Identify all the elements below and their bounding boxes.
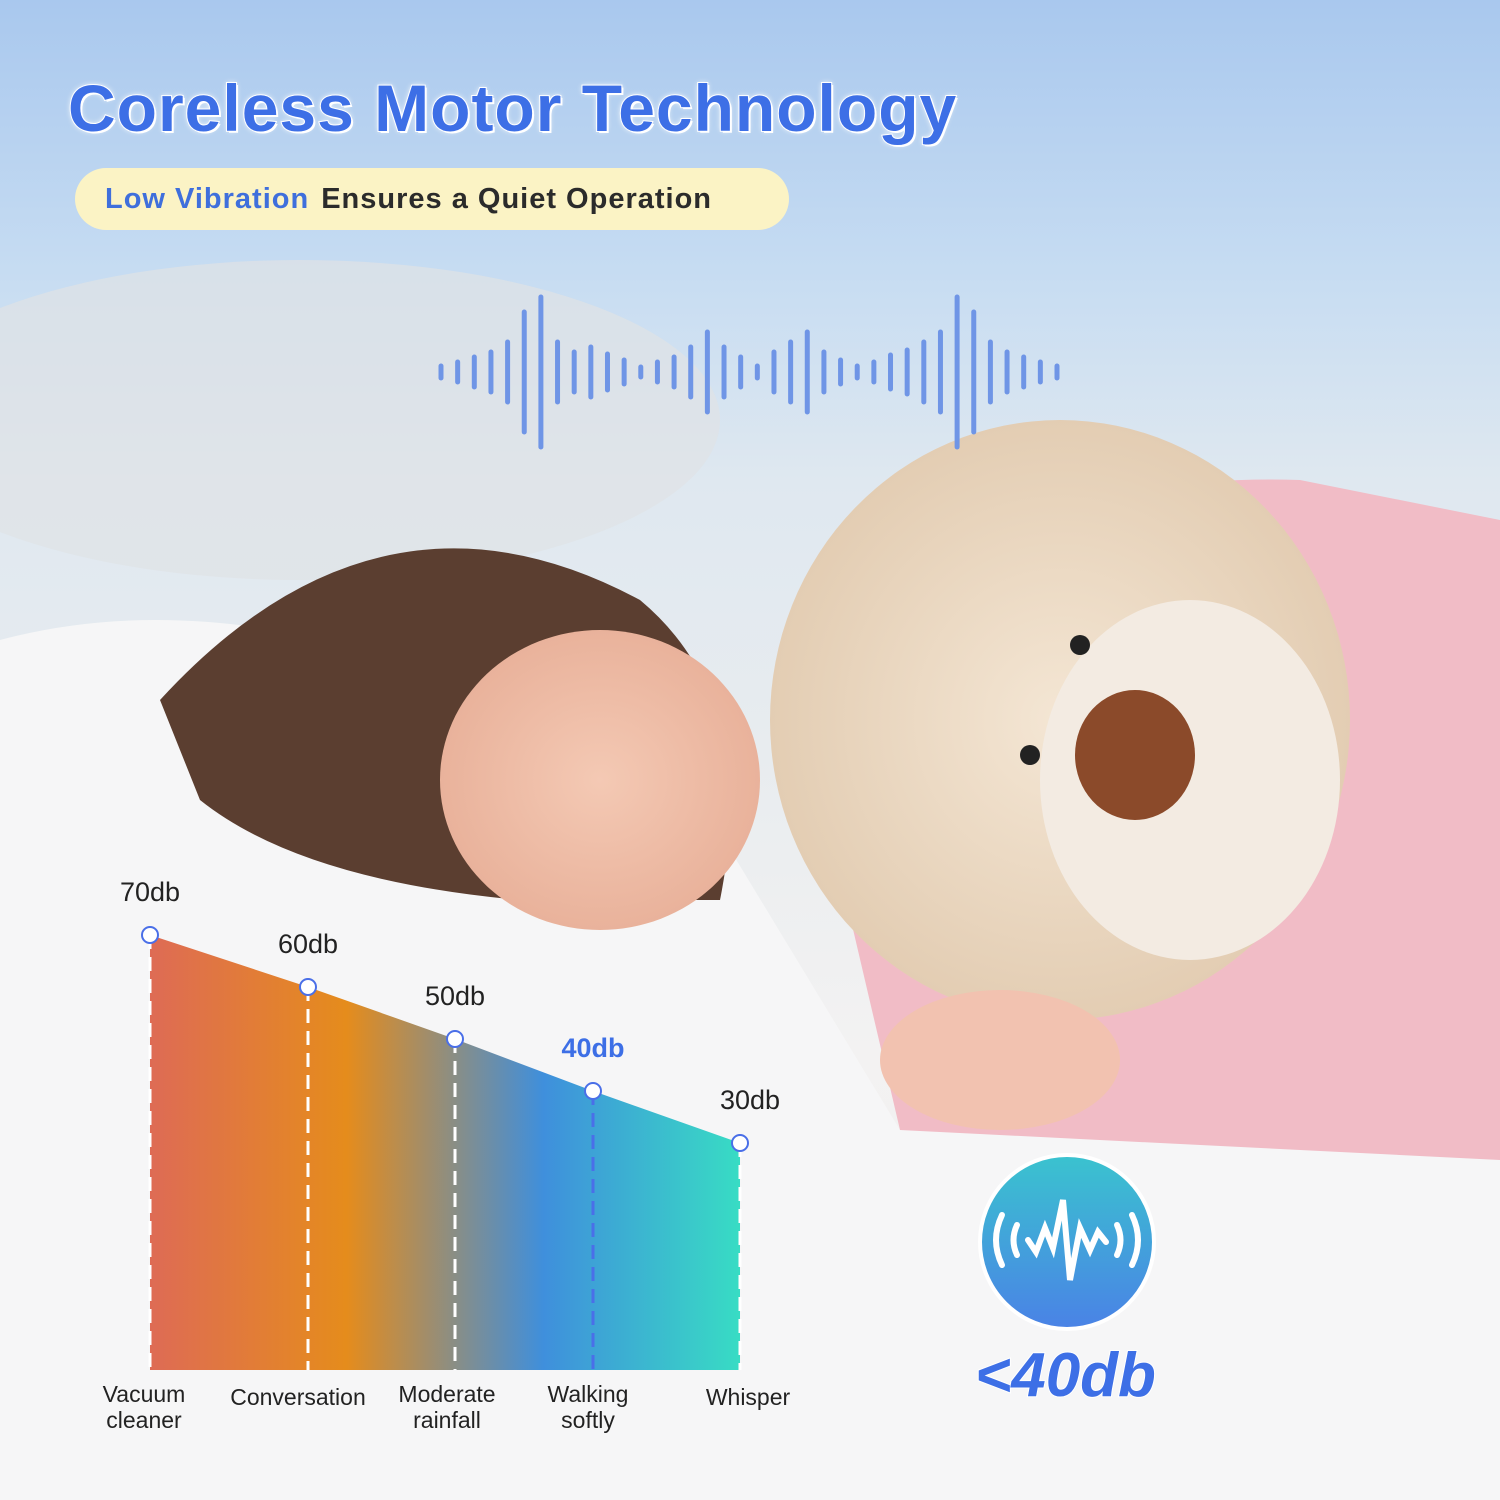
category-label: Vacuum cleaner [103, 1381, 186, 1433]
category-label-line: Walking [547, 1381, 629, 1407]
face [440, 630, 760, 930]
category-label-line: Whisper [705, 1384, 791, 1410]
data-point [731, 1134, 749, 1152]
data-label: 60db [277, 929, 339, 959]
category-label: Moderate rainfall [398, 1381, 495, 1433]
category-label-line: Vacuum [102, 1381, 186, 1407]
teddy-nose [1075, 690, 1195, 820]
noise-level-badge-text: <40db [974, 1340, 1157, 1411]
data-label: 30db [719, 1085, 781, 1115]
hand [880, 990, 1120, 1130]
data-label: 70db [119, 877, 181, 907]
category-label-line: Conversation [230, 1384, 366, 1410]
category-label-line: Moderate [398, 1381, 496, 1407]
category-label: Walking softly [548, 1381, 629, 1433]
data-point [446, 1030, 464, 1048]
page-title: Coreless Motor Technology [67, 70, 958, 146]
subtitle-text: Ensures a Quiet Operation [321, 182, 713, 215]
data-label: 40db [561, 1033, 625, 1063]
data-label: 50db [424, 981, 486, 1011]
category-label-line: cleaner [106, 1407, 182, 1433]
category-label-line: rainfall [413, 1407, 481, 1433]
data-point [141, 926, 159, 944]
category-label: Conversation [230, 1384, 366, 1410]
data-point [299, 978, 317, 996]
noise-area [150, 935, 740, 1370]
subtitle-highlight: Low Vibration [105, 182, 310, 215]
subtitle-pill: Low Vibration Ensures a Quiet Operation [75, 168, 789, 230]
teddy-eye [1020, 745, 1040, 765]
category-label-line: softly [561, 1407, 615, 1433]
sound-wave-icon-glyph [993, 1199, 1141, 1281]
data-point [584, 1082, 602, 1100]
category-label: Whisper [706, 1384, 790, 1410]
teddy-eye [1070, 635, 1090, 655]
